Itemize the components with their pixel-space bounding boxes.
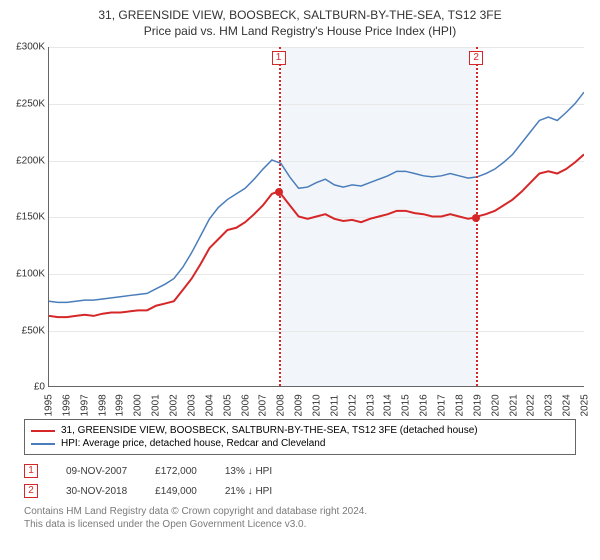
footer-line1: Contains HM Land Registry data © Crown c…	[24, 505, 576, 518]
marker-row: 2 30-NOV-2018 £149,000 21% ↓ HPI	[24, 481, 576, 501]
legend-row: HPI: Average price, detached house, Redc…	[31, 437, 569, 450]
marker-price: £172,000	[155, 466, 197, 477]
x-tick-label: 1999	[115, 397, 126, 417]
chart-title-line2: Price paid vs. HM Land Registry's House …	[12, 24, 588, 40]
marker-price: £149,000	[155, 486, 197, 497]
marker-index-icon: 2	[24, 484, 38, 498]
x-tick-label: 2019	[472, 397, 483, 417]
chart-container: 31, GREENSIDE VIEW, BOOSBECK, SALTBURN-B…	[0, 0, 600, 537]
x-tick-label: 2006	[240, 397, 251, 417]
x-tick-label: 2007	[258, 397, 269, 417]
x-tick-label: 2011	[329, 397, 340, 417]
legend: 31, GREENSIDE VIEW, BOOSBECK, SALTBURN-B…	[24, 419, 576, 455]
marker-index-icon: 1	[24, 464, 38, 478]
x-tick-label: 2015	[401, 397, 412, 417]
marker-line	[279, 47, 281, 386]
x-tick-label: 2001	[151, 397, 162, 417]
x-tick-label: 1998	[97, 397, 108, 417]
x-tick-label: 2025	[580, 397, 591, 417]
legend-label-hpi: HPI: Average price, detached house, Redc…	[61, 438, 325, 449]
chart-title-line1: 31, GREENSIDE VIEW, BOOSBECK, SALTBURN-B…	[12, 8, 588, 24]
marker-delta: 13% ↓ HPI	[225, 466, 272, 477]
marker-row: 1 09-NOV-2007 £172,000 13% ↓ HPI	[24, 461, 576, 481]
x-tick-label: 2020	[490, 397, 501, 417]
marker-date: 09-NOV-2007	[66, 466, 127, 477]
y-tick-label: £250K	[5, 98, 45, 109]
footer: Contains HM Land Registry data © Crown c…	[24, 505, 576, 531]
series-hpi	[49, 92, 584, 302]
x-tick-label: 2009	[294, 397, 305, 417]
legend-row: 31, GREENSIDE VIEW, BOOSBECK, SALTBURN-B…	[31, 424, 569, 437]
marker-date: 30-NOV-2018	[66, 486, 127, 497]
series-price_paid	[49, 155, 584, 318]
x-tick-label: 2023	[544, 397, 555, 417]
legend-swatch-hpi	[31, 443, 55, 445]
x-tick-label: 2003	[186, 397, 197, 417]
x-tick-label: 2008	[276, 397, 287, 417]
x-tick-label: 2014	[383, 397, 394, 417]
footer-line2: This data is licensed under the Open Gov…	[24, 518, 576, 531]
y-tick-label: £300K	[5, 42, 45, 53]
legend-swatch-price	[31, 430, 55, 432]
x-tick-label: 2000	[133, 397, 144, 417]
x-tick-label: 1995	[44, 397, 55, 417]
x-tick-label: 2004	[204, 397, 215, 417]
x-tick-label: 1996	[61, 397, 72, 417]
marker-index-badge: 2	[469, 51, 483, 65]
marker-index-badge: 1	[272, 51, 286, 65]
x-tick-label: 1997	[79, 397, 90, 417]
x-tick-label: 2002	[169, 397, 180, 417]
x-tick-label: 2010	[312, 397, 323, 417]
x-tick-label: 2005	[222, 397, 233, 417]
x-tick-label: 2021	[508, 397, 519, 417]
x-tick-label: 2016	[419, 397, 430, 417]
y-tick-label: £100K	[5, 268, 45, 279]
x-tick-label: 2013	[365, 397, 376, 417]
marker-table: 1 09-NOV-2007 £172,000 13% ↓ HPI 2 30-NOV-201…	[24, 461, 576, 501]
series-lines	[49, 47, 584, 386]
y-tick-label: £50K	[5, 325, 45, 336]
plot-area: £0£50K£100K£150K£200K£250K£300K199519961…	[48, 47, 584, 387]
y-tick-label: £150K	[5, 212, 45, 223]
legend-label-price: 31, GREENSIDE VIEW, BOOSBECK, SALTBURN-B…	[61, 425, 478, 436]
x-tick-label: 2024	[562, 397, 573, 417]
y-tick-label: £200K	[5, 155, 45, 166]
marker-point	[472, 214, 480, 222]
marker-delta: 21% ↓ HPI	[225, 486, 272, 497]
marker-point	[275, 188, 283, 196]
y-tick-label: £0	[5, 382, 45, 393]
x-tick-label: 2022	[526, 397, 537, 417]
x-tick-label: 2017	[437, 397, 448, 417]
x-tick-label: 2018	[454, 397, 465, 417]
x-tick-label: 2012	[347, 397, 358, 417]
